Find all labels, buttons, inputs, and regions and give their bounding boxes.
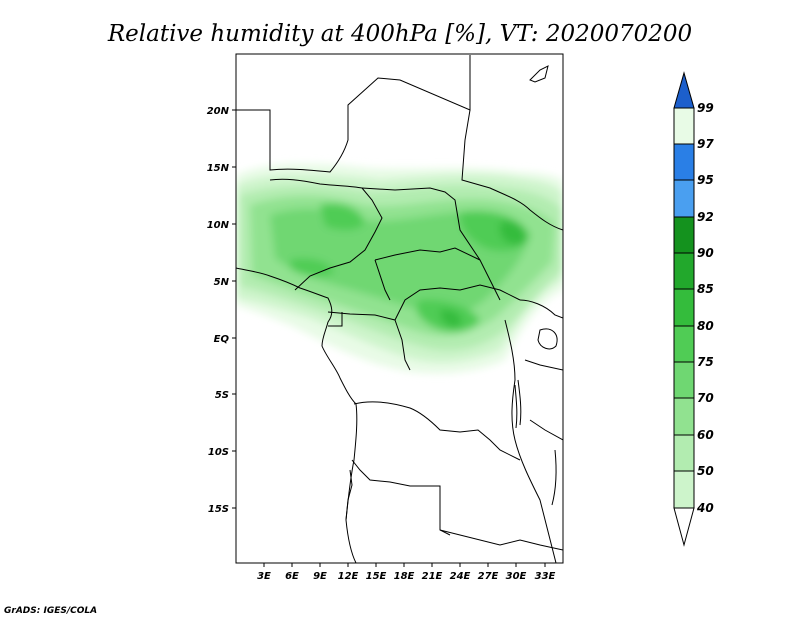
colorbar-label: 60 [697, 428, 714, 442]
colorbar-box [673, 252, 695, 290]
lat-label: 5S [215, 390, 229, 401]
lon-label: 30E [506, 571, 527, 582]
colorbar-lower-triangle [673, 507, 695, 547]
colorbar-label: 40 [696, 501, 714, 515]
colorbar-label: 75 [697, 355, 714, 369]
colorbar-label: 95 [697, 173, 714, 187]
border-congo [327, 284, 521, 371]
colorbar-label: 99 [697, 101, 714, 115]
colorbar-box [673, 470, 695, 509]
lake-tanganyika [514, 379, 522, 429]
colorbar-box [673, 216, 695, 254]
lon-label: 21E [422, 571, 443, 582]
border-east-lakes [504, 319, 557, 563]
colorbar-box [673, 361, 695, 399]
lake-victoria [537, 328, 558, 350]
humidity-field [236, 163, 563, 374]
lat-label: 15N [207, 163, 230, 174]
lon-label: 33E [535, 571, 556, 582]
colorbar-label: 92 [697, 210, 714, 224]
colorbar-label: 90 [697, 246, 714, 260]
border-nigeria [269, 178, 383, 291]
lon-label: 18E [394, 571, 415, 582]
colorbar: 99 97 95 92 90 85 80 75 70 60 50 40 [673, 71, 714, 547]
lon-label: 6E [285, 571, 299, 582]
border-gabon [328, 312, 343, 327]
lon-label: 12E [338, 571, 359, 582]
colorbar-box [673, 143, 695, 181]
border-chad-car [361, 187, 501, 301]
border-drc-angola [353, 401, 521, 461]
lon-label: 15E [366, 571, 387, 582]
border-north-east [461, 109, 563, 231]
lon-label: 9E [313, 571, 327, 582]
colorbar-label: 70 [697, 391, 714, 405]
lon-label: 3E [257, 571, 271, 582]
lake-malawi [551, 449, 557, 506]
colorbar-box [673, 107, 695, 145]
lat-ticks: 20N 15N 10N 5N EQ 5S 10S 15S [207, 106, 236, 515]
colorbar-box [673, 397, 695, 436]
coast-south-west [345, 469, 353, 521]
grads-credit: GrADS: IGES/COLA [4, 606, 97, 616]
country-borders [236, 55, 563, 563]
humidity-band-85 [440, 221, 526, 328]
colorbar-label: 50 [697, 464, 714, 478]
lon-label: 27E [478, 571, 499, 582]
map-title: Relative humidity at 400hPa [%], VT: 202… [107, 21, 692, 47]
lat-label: 20N [207, 106, 230, 117]
map-frame [235, 53, 564, 564]
colorbar-label: 80 [697, 319, 714, 333]
lon-label: 24E [450, 571, 471, 582]
lat-label: 10S [208, 447, 229, 458]
mountains-sudan-coast [529, 65, 549, 83]
colorbar-label: 97 [697, 137, 714, 151]
lat-label: 10N [207, 220, 230, 231]
border-south-east [439, 529, 563, 551]
lat-label: 15S [208, 504, 229, 515]
colorbar-box [673, 434, 695, 472]
lat-label: EQ [214, 334, 230, 345]
lat-label: 5N [214, 277, 230, 288]
colorbar-upper-triangle [673, 71, 695, 109]
border-east [519, 299, 563, 441]
humidity-band-80 [290, 203, 530, 332]
border-angola-south [351, 459, 451, 536]
colorbar-box [673, 179, 695, 218]
colorbar-label: 85 [697, 282, 714, 296]
colorbar-box [673, 325, 695, 363]
border-cameroon-car [374, 247, 481, 301]
border-north-west [236, 55, 471, 173]
colorbar-box [673, 288, 695, 327]
lon-ticks: 3E 6E 9E 12E 15E 18E 21E 24E 27E 30E 33E [257, 563, 556, 582]
